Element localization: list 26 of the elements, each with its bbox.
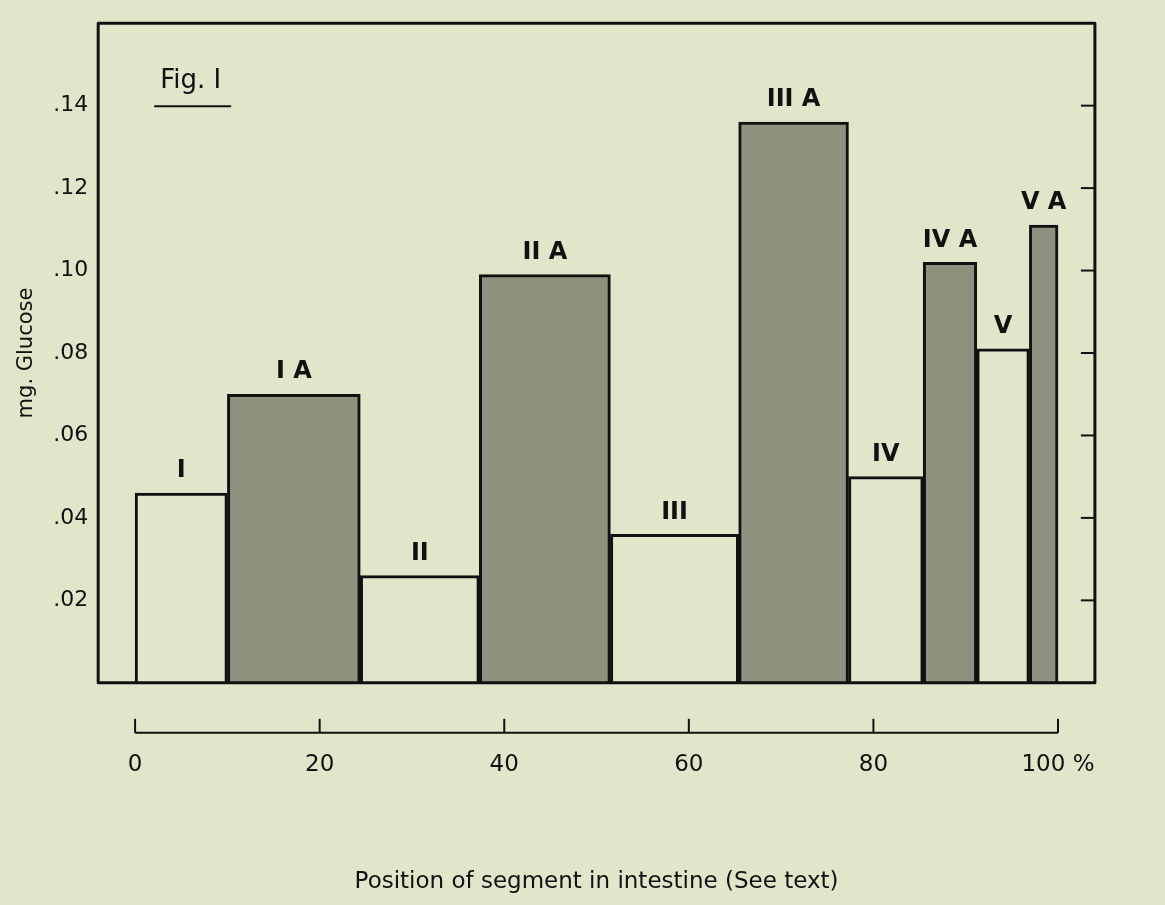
y-tick-label: .04: [53, 503, 89, 529]
x-tick-label: 100 %: [1021, 749, 1095, 776]
text: Fig. I: [160, 64, 222, 95]
x-axis-title: Position of segment in intestine (See text): [354, 867, 839, 894]
x-tick-label: 80: [858, 749, 889, 776]
y-tick-label: .08: [53, 338, 89, 364]
annotation: IV A: [922, 224, 978, 253]
x-tick-label: 0: [127, 749, 143, 776]
annotation: II: [410, 537, 429, 566]
y-tick-label: .12: [53, 173, 89, 199]
annotation: V: [993, 311, 1013, 340]
y-tick-label: .02: [53, 586, 89, 612]
y-axis-title: mg. Glucose: [13, 287, 38, 419]
x-tick-label: 60: [674, 749, 704, 776]
y-tick-label: .10: [53, 256, 89, 282]
annotation: I: [176, 455, 186, 484]
annotation: V A: [1020, 187, 1067, 216]
y-tick-label: .06: [53, 421, 89, 447]
annotation: II A: [522, 236, 568, 265]
annotation: IV: [872, 438, 901, 467]
x-tick-label: 40: [489, 749, 519, 776]
annotation: III A: [766, 84, 821, 113]
x-tick-label: 20: [305, 749, 335, 776]
annotation: III: [661, 496, 688, 525]
annotation: I A: [275, 356, 313, 385]
y-tick-label: .14: [53, 91, 89, 117]
